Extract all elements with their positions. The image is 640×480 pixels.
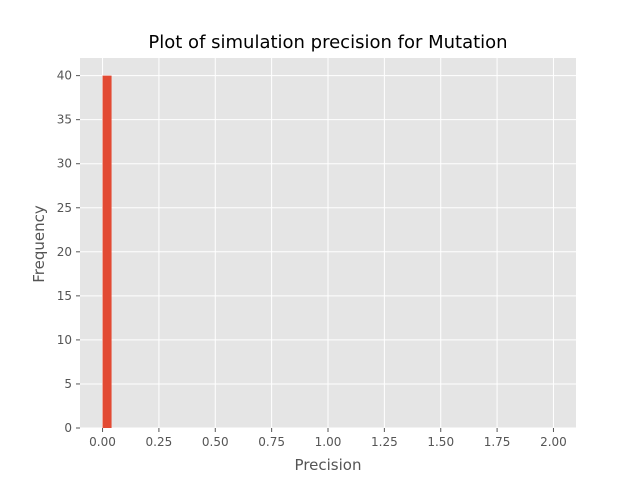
y-tick-label: 35 bbox=[57, 113, 72, 127]
y-tick-label: 40 bbox=[57, 69, 72, 83]
x-tick-label: 1.50 bbox=[427, 435, 454, 449]
y-tick-label: 20 bbox=[57, 245, 72, 259]
x-tick-label: 1.25 bbox=[371, 435, 398, 449]
x-tick-label: 0.00 bbox=[89, 435, 116, 449]
histogram-bars bbox=[102, 75, 112, 428]
y-tick-label: 5 bbox=[64, 377, 72, 391]
x-axis-ticks: 0.00 0.25 0.50 0.75 1.00 1.25 1.50 1.75 2.00 bbox=[89, 428, 567, 449]
y-axis-ticks: 0 5 10 15 20 25 30 35 40 bbox=[57, 69, 80, 435]
x-tick-label: 1.00 bbox=[315, 435, 342, 449]
x-tick-label: 0.75 bbox=[258, 435, 285, 449]
y-tick-label: 30 bbox=[57, 157, 72, 171]
x-axis-label: Precision bbox=[295, 456, 362, 474]
x-tick-label: 0.50 bbox=[202, 435, 229, 449]
x-tick-label: 0.25 bbox=[146, 435, 173, 449]
x-tick-label: 1.75 bbox=[484, 435, 511, 449]
chart-title: Plot of simulation precision for Mutatio… bbox=[148, 32, 507, 53]
y-tick-label: 10 bbox=[57, 333, 72, 347]
y-tick-label: 25 bbox=[57, 201, 72, 215]
y-axis-label: Frequency bbox=[30, 205, 48, 283]
y-tick-label: 15 bbox=[57, 289, 72, 303]
histogram-bar bbox=[102, 75, 112, 428]
y-tick-label: 0 bbox=[64, 421, 72, 435]
x-tick-label: 2.00 bbox=[540, 435, 567, 449]
